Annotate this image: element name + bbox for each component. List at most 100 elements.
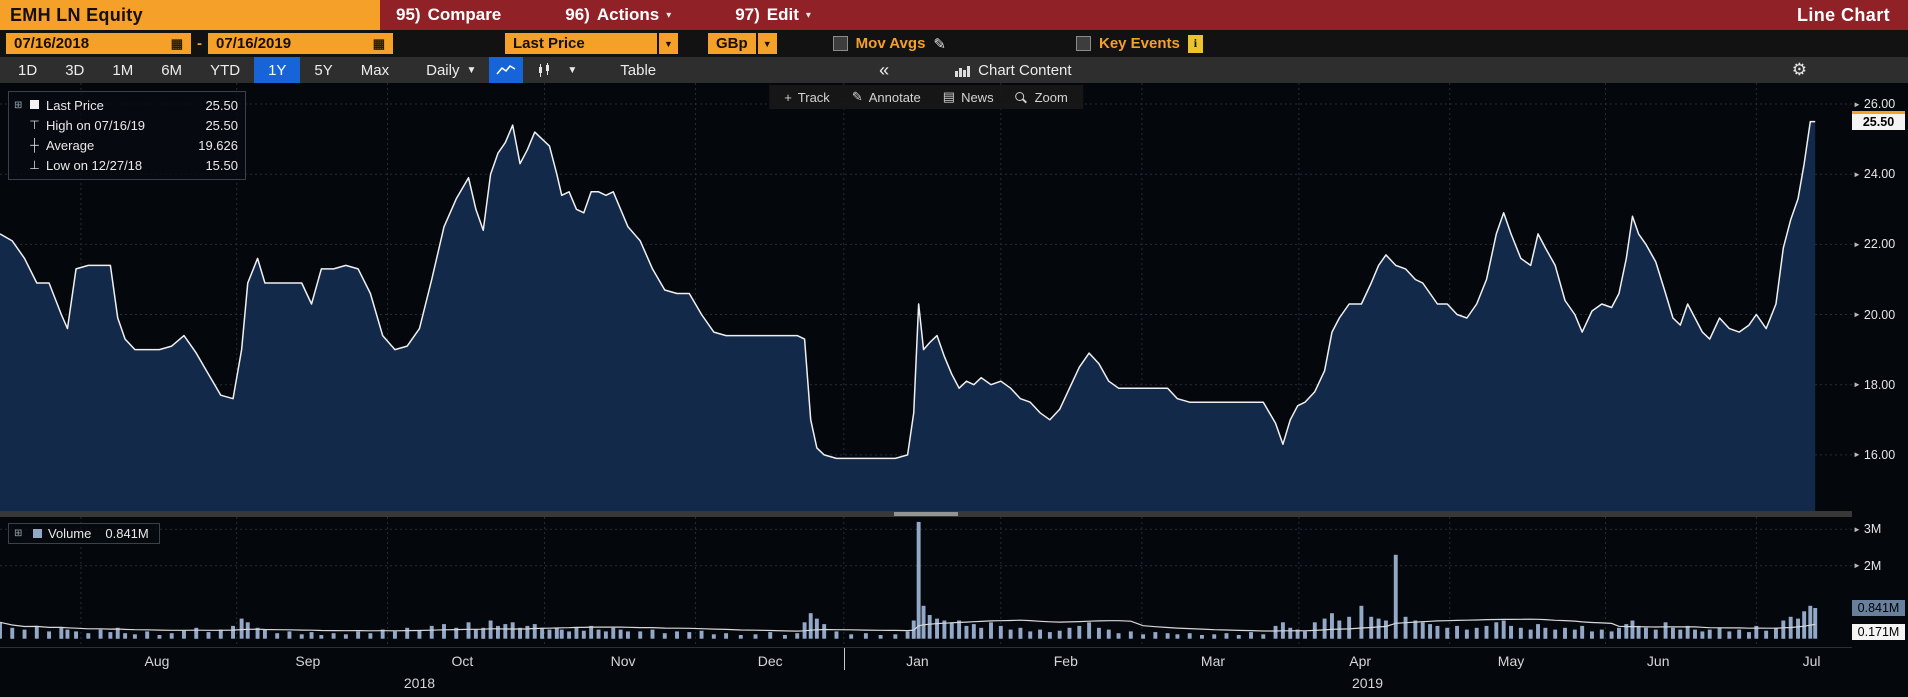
info-icon[interactable]: i bbox=[1187, 34, 1203, 53]
chart-content-label: Chart Content bbox=[978, 61, 1072, 79]
volume-bar bbox=[1707, 629, 1712, 639]
gear-icon[interactable]: ⚙ bbox=[1791, 60, 1807, 79]
date-from-field[interactable]: 07/16/2018 ▦ bbox=[6, 33, 191, 54]
mov-avgs-checkbox[interactable] bbox=[832, 36, 848, 51]
menu-compare[interactable]: 95) Compare bbox=[396, 5, 502, 24]
volume-bar bbox=[466, 622, 471, 639]
volume-bar bbox=[650, 629, 655, 639]
volume-bar bbox=[1106, 629, 1111, 639]
value-axis: ► 26.00 ► 24.00 ► 22.00 ► 20.00 ► 18.00 ► 16.00 25.5… bbox=[1852, 83, 1908, 697]
volume-bar bbox=[299, 634, 304, 639]
key-events-toggle[interactable]: Key Events i bbox=[1075, 34, 1203, 53]
line-chart-icon bbox=[496, 65, 516, 75]
calendar-icon[interactable]: ▦ bbox=[372, 35, 385, 51]
table-button[interactable]: Table bbox=[620, 61, 657, 79]
security-ticker-field[interactable]: EMH LN Equity bbox=[0, 0, 380, 30]
annotate-tool[interactable]: ✎ Annotate bbox=[851, 89, 921, 105]
period-5y[interactable]: 5Y bbox=[314, 61, 333, 79]
date-to-field[interactable]: 07/16/2019 ▦ bbox=[208, 33, 393, 54]
volume-bar bbox=[74, 631, 79, 639]
volume-bar bbox=[1187, 633, 1192, 639]
volume-bar bbox=[711, 634, 716, 639]
volume-pane[interactable]: ⊞ Volume 0.841M bbox=[0, 517, 1852, 647]
menu-actions[interactable]: 96) Actions ▾ bbox=[565, 5, 672, 24]
pane-divider-handle[interactable] bbox=[894, 512, 958, 516]
frequency-select[interactable]: Daily ▼ bbox=[417, 57, 485, 83]
collapse-panel-button[interactable]: « bbox=[879, 59, 889, 80]
period-max[interactable]: Max bbox=[360, 61, 390, 79]
price-tick-label: ► 20.00 bbox=[1853, 307, 1896, 322]
currency-dropdown-arrow-icon[interactable]: ▼ bbox=[757, 33, 777, 54]
key-events-label: Key Events bbox=[1098, 35, 1180, 52]
mov-avgs-toggle[interactable]: Mov Avgs ✎ bbox=[832, 35, 946, 53]
zoom-tool[interactable]: Zoom bbox=[1007, 87, 1077, 107]
volume-bar bbox=[1653, 629, 1658, 639]
volume-tick-label: ► 3M bbox=[1853, 522, 1882, 537]
volume-bar bbox=[206, 632, 211, 639]
pane-divider[interactable] bbox=[0, 511, 1852, 517]
legend-row: ⊞ Last Price 25.50 bbox=[14, 97, 238, 113]
pencil-icon[interactable]: ✎ bbox=[933, 35, 946, 53]
volume-bar bbox=[1420, 622, 1425, 639]
currency-select[interactable]: GBp bbox=[708, 33, 756, 54]
period-6m[interactable]: 6M bbox=[161, 61, 183, 79]
settings-bar: 07/16/2018 ▦ - 07/16/2019 ▦ Last Price ▼… bbox=[0, 30, 1908, 57]
menu-edit[interactable]: 97) Edit ▾ bbox=[735, 5, 811, 24]
volume-bar bbox=[1536, 624, 1540, 639]
volume-bar bbox=[169, 633, 174, 639]
volume-bar bbox=[231, 625, 235, 639]
candlestick-chart-type-button[interactable] bbox=[527, 57, 561, 83]
period-1d[interactable]: 1D bbox=[18, 61, 38, 79]
period-1y[interactable]: 1Y bbox=[254, 57, 301, 83]
price-chart[interactable] bbox=[0, 83, 1852, 511]
volume-bar bbox=[1087, 622, 1092, 639]
volume-bar bbox=[1038, 629, 1043, 639]
plus-icon: + bbox=[784, 89, 792, 105]
volume-bar bbox=[1563, 627, 1567, 639]
line-chart-type-button[interactable] bbox=[489, 57, 524, 83]
track-tool[interactable]: + Track bbox=[784, 89, 830, 105]
volume-bar bbox=[921, 605, 926, 639]
expand-icon[interactable]: ⊞ bbox=[14, 99, 23, 111]
month-label: Mar bbox=[1200, 653, 1226, 669]
volume-bar bbox=[979, 627, 984, 639]
calendar-icon[interactable]: ▦ bbox=[170, 35, 183, 51]
volume-bar bbox=[115, 627, 120, 639]
period-ytd[interactable]: YTD bbox=[210, 61, 241, 79]
chart-tools-overlay: + Track ✎ Annotate ▤ News Zoom bbox=[769, 85, 1083, 109]
volume-bar bbox=[454, 627, 459, 639]
period-3d[interactable]: 3D bbox=[65, 61, 85, 79]
volume-bar bbox=[1693, 629, 1697, 639]
volume-bar bbox=[488, 620, 493, 639]
volume-bar bbox=[662, 633, 667, 639]
volume-bar bbox=[1236, 635, 1241, 639]
volume-bar bbox=[481, 627, 486, 639]
key-events-checkbox[interactable] bbox=[1075, 36, 1091, 51]
volume-bar bbox=[405, 627, 410, 639]
volume-bar bbox=[699, 630, 704, 639]
volume-bar bbox=[878, 635, 883, 639]
volume-bar bbox=[964, 625, 969, 639]
volume-bar bbox=[554, 627, 559, 639]
price-pane[interactable]: ⊞ Last Price 25.50 ⊤ High on 07/16/19 25.50 ┼ A… bbox=[0, 83, 1852, 511]
expand-icon[interactable]: ⊞ bbox=[14, 528, 23, 539]
volume-bar bbox=[1067, 627, 1072, 639]
volume-bar bbox=[157, 635, 162, 639]
price-field-select[interactable]: Last Price bbox=[505, 33, 657, 54]
volume-bar bbox=[368, 633, 373, 639]
volume-chart[interactable] bbox=[0, 517, 1852, 647]
volume-bar bbox=[1737, 629, 1742, 639]
chart-type-dropdown-arrow-icon[interactable]: ▼ bbox=[567, 64, 578, 76]
volume-bar bbox=[1403, 616, 1408, 639]
chart-content-button[interactable]: Chart Content bbox=[945, 57, 1080, 83]
volume-bar bbox=[768, 632, 773, 639]
volume-bar bbox=[1764, 630, 1769, 639]
news-tool[interactable]: ▤ News bbox=[942, 89, 994, 105]
volume-bar bbox=[1747, 632, 1751, 639]
volume-bar bbox=[1435, 625, 1440, 639]
period-1m[interactable]: 1M bbox=[112, 61, 134, 79]
price-field-dropdown-arrow-icon[interactable]: ▼ bbox=[659, 33, 678, 54]
volume-bar bbox=[1303, 631, 1307, 639]
volume-bar bbox=[814, 618, 819, 639]
volume-bar bbox=[1599, 629, 1604, 639]
